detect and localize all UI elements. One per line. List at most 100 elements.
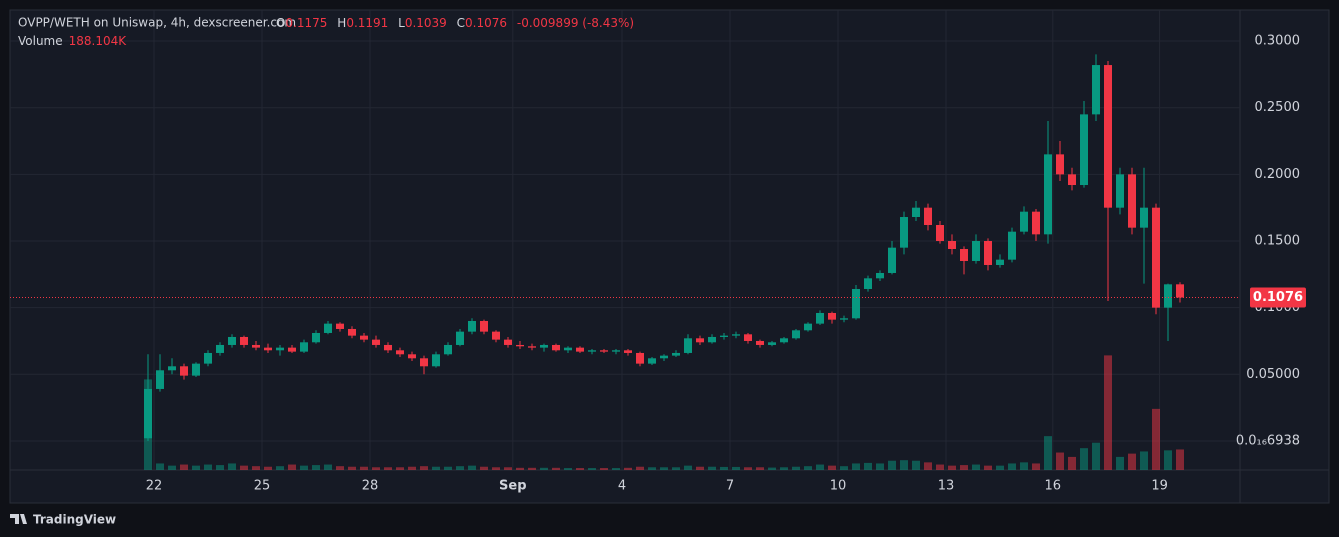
volume-bar [300,465,308,470]
y-tick-label: 0.0₁₆6938 [1236,433,1300,448]
candle-body [708,336,716,343]
candle-body [720,335,728,337]
candle-body [384,344,392,351]
candle-body [468,320,476,332]
volume-bar [1116,456,1124,470]
volume-bar [1092,442,1100,470]
volume-bar [1104,355,1112,470]
volume-bar [456,466,464,470]
candle-body [204,352,212,364]
volume-bar [1140,451,1148,470]
volume-bar [312,465,320,470]
volume-bar [960,465,968,470]
candle-body [1080,114,1088,186]
x-tick-label: 28 [362,479,379,494]
x-tick-label: 7 [726,479,734,494]
candle-body [276,347,284,351]
candle-body [144,388,152,439]
candle-body [684,338,692,353]
candle-body [312,332,320,343]
legend: OVPP/WETH on Uniswap, 4h, dexscreener.co… [18,16,634,48]
volume-bar [492,467,500,470]
candle-body [636,352,644,364]
candle-body [732,334,740,336]
volume-bar [1056,452,1064,470]
candle-body [180,366,188,376]
candle-body [816,312,824,324]
candle-body [888,247,896,273]
candle-body [600,350,608,352]
x-tick-label: 16 [1045,479,1062,494]
volume-bar [480,466,488,470]
y-tick-label: 0.2000 [1255,167,1301,182]
volume-bar [360,466,368,470]
volume-bar [888,460,896,470]
candle-body [1176,284,1184,298]
volume-bar [1068,456,1076,470]
legend-change: -0.009899 (-8.43%) [517,16,634,30]
candle-body [828,312,836,320]
candle-body [372,339,380,345]
candle-body [1140,207,1148,228]
volume-bar [792,466,800,470]
candle-body [840,318,848,320]
volume-bar [216,465,224,470]
candle-body [420,358,428,367]
volume-bar [516,467,524,470]
volume-bar [600,468,608,470]
volume-bar [720,466,728,470]
candle-body [996,259,1004,265]
candle-body [576,347,584,352]
volume-bar [828,465,836,470]
volume-bar [468,465,476,470]
x-tick-label: 22 [146,479,163,494]
volume-bar [1008,463,1016,470]
candle-body [360,335,368,340]
candle-body [804,323,812,331]
x-tick-label: 25 [254,479,271,494]
candle-body [648,358,656,364]
volume-bar [240,465,248,470]
x-tick-label: 19 [1151,479,1168,494]
volume-bar [228,463,236,470]
volume-bar [924,462,932,470]
candle-body [660,355,668,359]
candle-body [1032,211,1040,235]
candle-body [948,240,956,249]
candle-body [756,340,764,345]
candle-body [1152,207,1160,308]
volume-bar [1032,463,1040,470]
volume-bar [696,466,704,470]
grid [10,10,1240,470]
chart-frame [9,9,1330,504]
candle-body [552,344,560,351]
candle-body [432,354,440,367]
volume-bar [444,466,452,470]
y-tick-label: 0.3000 [1255,34,1301,49]
candle-body [1008,231,1016,260]
volume-bar [972,464,980,470]
volume-bar [612,468,620,470]
volume-bar [432,466,440,470]
candle-body [396,350,404,355]
candle-body [1164,284,1172,308]
volume-bar [768,467,776,470]
volume-bar [288,464,296,470]
volume-bar [756,467,764,470]
candle-body [300,342,308,352]
volume-bar [744,467,752,470]
volume-bar [1128,453,1136,470]
legend-title: OVPP/WETH on Uniswap, 4h, dexscreener.co… [18,16,296,30]
legend-letter: L [398,16,405,30]
volume-bar [804,466,812,470]
volume-bar [576,468,584,470]
x-tick-label: 13 [938,479,955,494]
volume-bar [1164,450,1172,470]
volume-value: 188.104K [69,34,128,48]
candle-body [1068,174,1076,186]
candle-body [336,323,344,329]
volume-bar [660,467,668,470]
volume-bar [528,467,536,470]
volume-bar [564,468,572,470]
